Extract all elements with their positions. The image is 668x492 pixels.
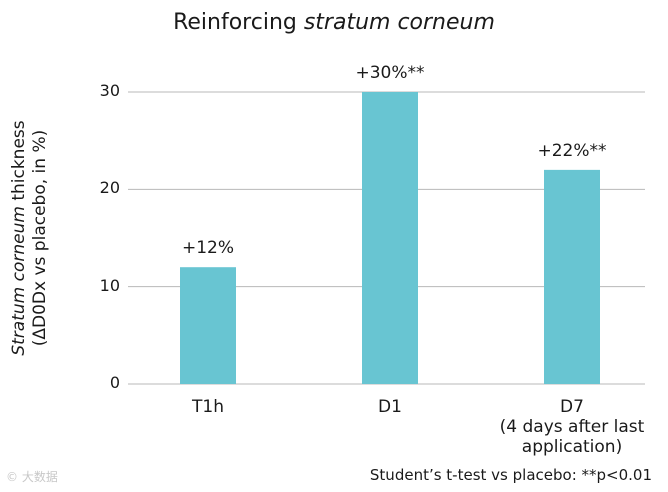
x-tick-label-line: D7 (560, 397, 584, 417)
chart-title: Reinforcing stratum corneum (173, 10, 495, 35)
bar (180, 267, 236, 384)
x-tick-label: D1 (290, 397, 490, 417)
footnote: Student’s t-test vs placebo: **p<0.01 (369, 466, 652, 484)
y-tick-label: 20 (99, 178, 120, 198)
data-label: +30%** (355, 63, 425, 83)
y-tick-label: 30 (99, 81, 120, 100)
x-tick-label-line: T1h (192, 397, 224, 417)
x-tick-label-line: application) (521, 437, 623, 457)
x-tick-label-line: D1 (378, 397, 402, 417)
x-tick-label: T1h (108, 397, 308, 417)
watermark: © 大数据 (6, 470, 58, 484)
data-label: +12% (181, 238, 235, 259)
y-tick-label: 0 (109, 373, 120, 392)
x-tick-label: D7 (4 days after last application) (472, 397, 668, 457)
bar (544, 169, 600, 384)
y-tick-label: 10 (99, 275, 120, 295)
data-label: +22%** (537, 140, 607, 161)
bar (362, 92, 418, 384)
x-tick-label-line: (4 days after last (499, 417, 645, 437)
